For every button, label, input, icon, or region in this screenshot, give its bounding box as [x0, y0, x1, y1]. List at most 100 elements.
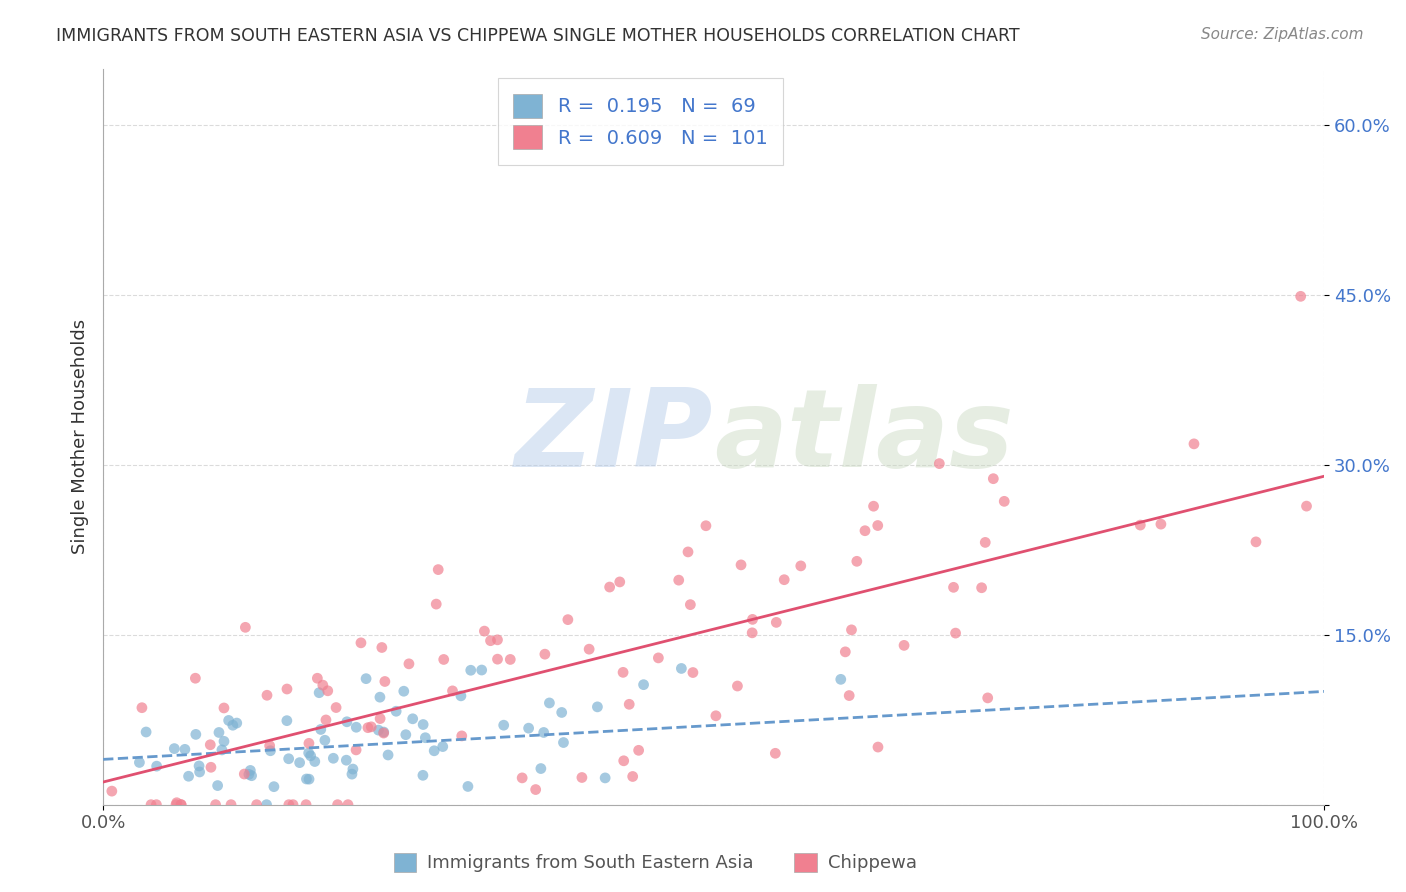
Text: Chippewa: Chippewa — [828, 854, 917, 871]
Point — [928, 457, 950, 471]
Point — [1150, 517, 1173, 532]
Point — [773, 573, 796, 587]
Point — [166, 796, 188, 810]
Point — [578, 642, 600, 657]
Point — [398, 657, 420, 671]
Point — [633, 678, 655, 692]
Point — [367, 723, 389, 738]
Point — [259, 739, 281, 753]
Point — [299, 748, 322, 763]
Point — [621, 769, 644, 783]
Point — [357, 721, 380, 735]
Point — [373, 725, 395, 739]
Point — [492, 718, 515, 732]
Point — [145, 759, 167, 773]
Point — [392, 684, 415, 698]
Point — [373, 726, 395, 740]
Point — [450, 689, 472, 703]
Point — [177, 769, 200, 783]
Point — [679, 598, 702, 612]
Point — [647, 651, 669, 665]
Point — [533, 725, 555, 739]
Point — [208, 725, 231, 739]
Point — [412, 717, 434, 731]
Point — [211, 743, 233, 757]
Point — [402, 712, 425, 726]
Point — [368, 712, 391, 726]
Point — [993, 494, 1015, 508]
Point — [222, 718, 245, 732]
Point — [668, 573, 690, 587]
Legend: R =  0.195   N =  69, R =  0.609   N =  101: R = 0.195 N = 69, R = 0.609 N = 101 — [498, 78, 783, 165]
Point — [841, 623, 863, 637]
Point — [277, 797, 299, 812]
Point — [551, 706, 574, 720]
Point — [184, 727, 207, 741]
Point — [371, 640, 394, 655]
Point — [571, 771, 593, 785]
Point — [239, 764, 262, 778]
Point — [219, 797, 242, 812]
Point — [425, 597, 447, 611]
Point — [741, 612, 763, 626]
Point — [412, 768, 434, 782]
Point — [163, 741, 186, 756]
Point — [763, 747, 786, 761]
Point — [374, 674, 396, 689]
Point — [486, 652, 509, 666]
Point — [765, 615, 787, 630]
Point — [586, 699, 609, 714]
Point — [295, 797, 318, 812]
Point — [893, 639, 915, 653]
Point — [295, 772, 318, 786]
Point — [619, 698, 641, 712]
Point — [970, 581, 993, 595]
Point — [790, 558, 813, 573]
Point — [188, 764, 211, 779]
Point — [974, 535, 997, 549]
Point — [128, 756, 150, 770]
Text: IMMIGRANTS FROM SOUTH EASTERN ASIA VS CHIPPEWA SINGLE MOTHER HOUSEHOLDS CORRELAT: IMMIGRANTS FROM SOUTH EASTERN ASIA VS CH… — [56, 27, 1019, 45]
Point — [281, 797, 304, 812]
Point — [862, 499, 884, 513]
Point — [307, 671, 329, 685]
Point — [314, 733, 336, 747]
Point — [276, 681, 298, 696]
Point — [368, 690, 391, 705]
Point — [486, 632, 509, 647]
Point — [340, 767, 363, 781]
Point — [557, 613, 579, 627]
Point — [184, 671, 207, 685]
Point — [225, 716, 247, 731]
Point — [354, 672, 377, 686]
Point — [344, 720, 367, 734]
Point — [377, 747, 399, 762]
Point — [471, 663, 494, 677]
Point — [188, 759, 211, 773]
Point — [212, 701, 235, 715]
Point — [853, 524, 876, 538]
Point — [945, 626, 967, 640]
Point — [131, 700, 153, 714]
Point — [101, 784, 124, 798]
Point — [1244, 534, 1267, 549]
Y-axis label: Single Mother Households: Single Mother Households — [72, 319, 89, 554]
Point — [298, 736, 321, 750]
Text: Source: ZipAtlas.com: Source: ZipAtlas.com — [1201, 27, 1364, 42]
Point — [276, 714, 298, 728]
Point — [845, 554, 868, 568]
Point — [238, 767, 260, 781]
Point — [204, 797, 226, 812]
Text: Immigrants from South Eastern Asia: Immigrants from South Eastern Asia — [427, 854, 754, 871]
Point — [385, 704, 408, 718]
Point — [976, 690, 998, 705]
Point — [335, 753, 357, 767]
Point — [326, 797, 349, 812]
Point — [538, 696, 561, 710]
Point — [1289, 289, 1312, 303]
Point — [834, 645, 856, 659]
Point — [395, 728, 418, 742]
Point — [337, 797, 360, 812]
Point — [866, 740, 889, 755]
Point — [534, 647, 557, 661]
